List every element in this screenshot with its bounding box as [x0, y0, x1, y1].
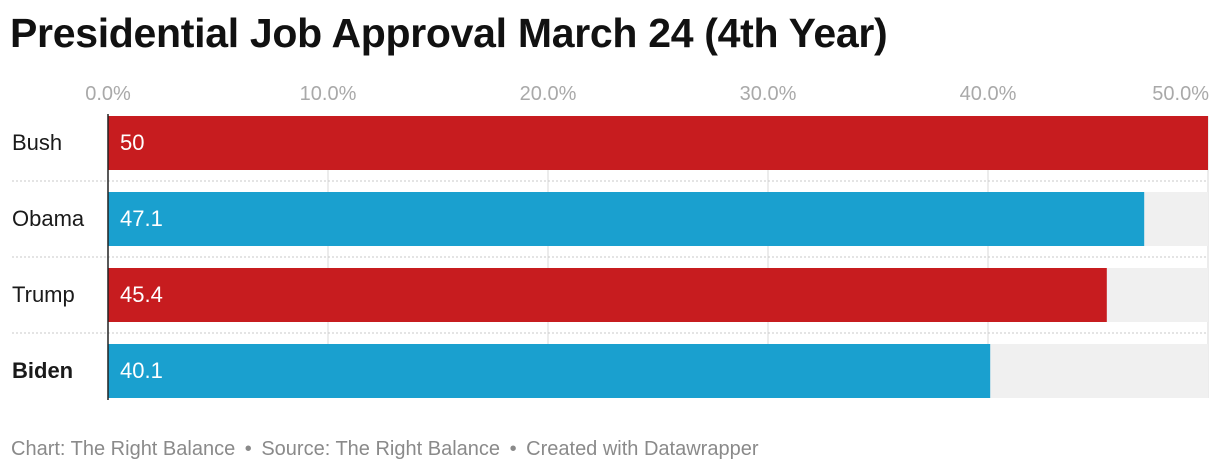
footer-separator: •: [244, 438, 252, 460]
x-tick-label: 40.0%: [960, 83, 1017, 105]
category-label: Bush: [12, 130, 62, 155]
bar: [108, 268, 1107, 322]
chart-credit: Chart: The Right Balance: [11, 438, 236, 460]
x-tick-label: 50.0%: [1152, 83, 1209, 105]
value-label: 50: [120, 130, 144, 155]
source-credit: Source: The Right Balance: [261, 438, 501, 460]
row-separators: [12, 180, 1208, 334]
x-tick-label: 0.0%: [85, 83, 131, 105]
value-label: 45.4: [120, 282, 163, 307]
chart-footer: Chart: The Right Balance • Source: The R…: [11, 438, 759, 461]
category-label: Biden: [12, 358, 73, 383]
x-tick-label: 20.0%: [520, 83, 577, 105]
bar: [108, 116, 1208, 170]
value-labels: 50 47.1 45.4 40.1: [120, 130, 163, 383]
category-label: Obama: [12, 206, 85, 231]
x-tick-label: 30.0%: [740, 83, 797, 105]
bar: [108, 192, 1145, 246]
bar: [108, 344, 991, 398]
bar-chart: 0.0% 10.0% 20.0% 30.0% 40.0% 50.0% Bush Obama T…: [12, 83, 1209, 400]
value-label: 47.1: [120, 206, 163, 231]
category-label: Trump: [12, 282, 75, 307]
x-axis-ticks: 0.0% 10.0% 20.0% 30.0% 40.0% 50.0%: [85, 83, 1209, 105]
bars: [108, 116, 1208, 398]
x-tick-label: 10.0%: [300, 83, 357, 105]
category-labels: Bush Obama Trump Biden: [12, 130, 85, 383]
chart-title: Presidential Job Approval March 24 (4th …: [10, 10, 888, 56]
value-label: 40.1: [120, 358, 163, 383]
footer-separator: •: [509, 438, 517, 460]
created-with-credit: Created with Datawrapper: [526, 438, 759, 460]
